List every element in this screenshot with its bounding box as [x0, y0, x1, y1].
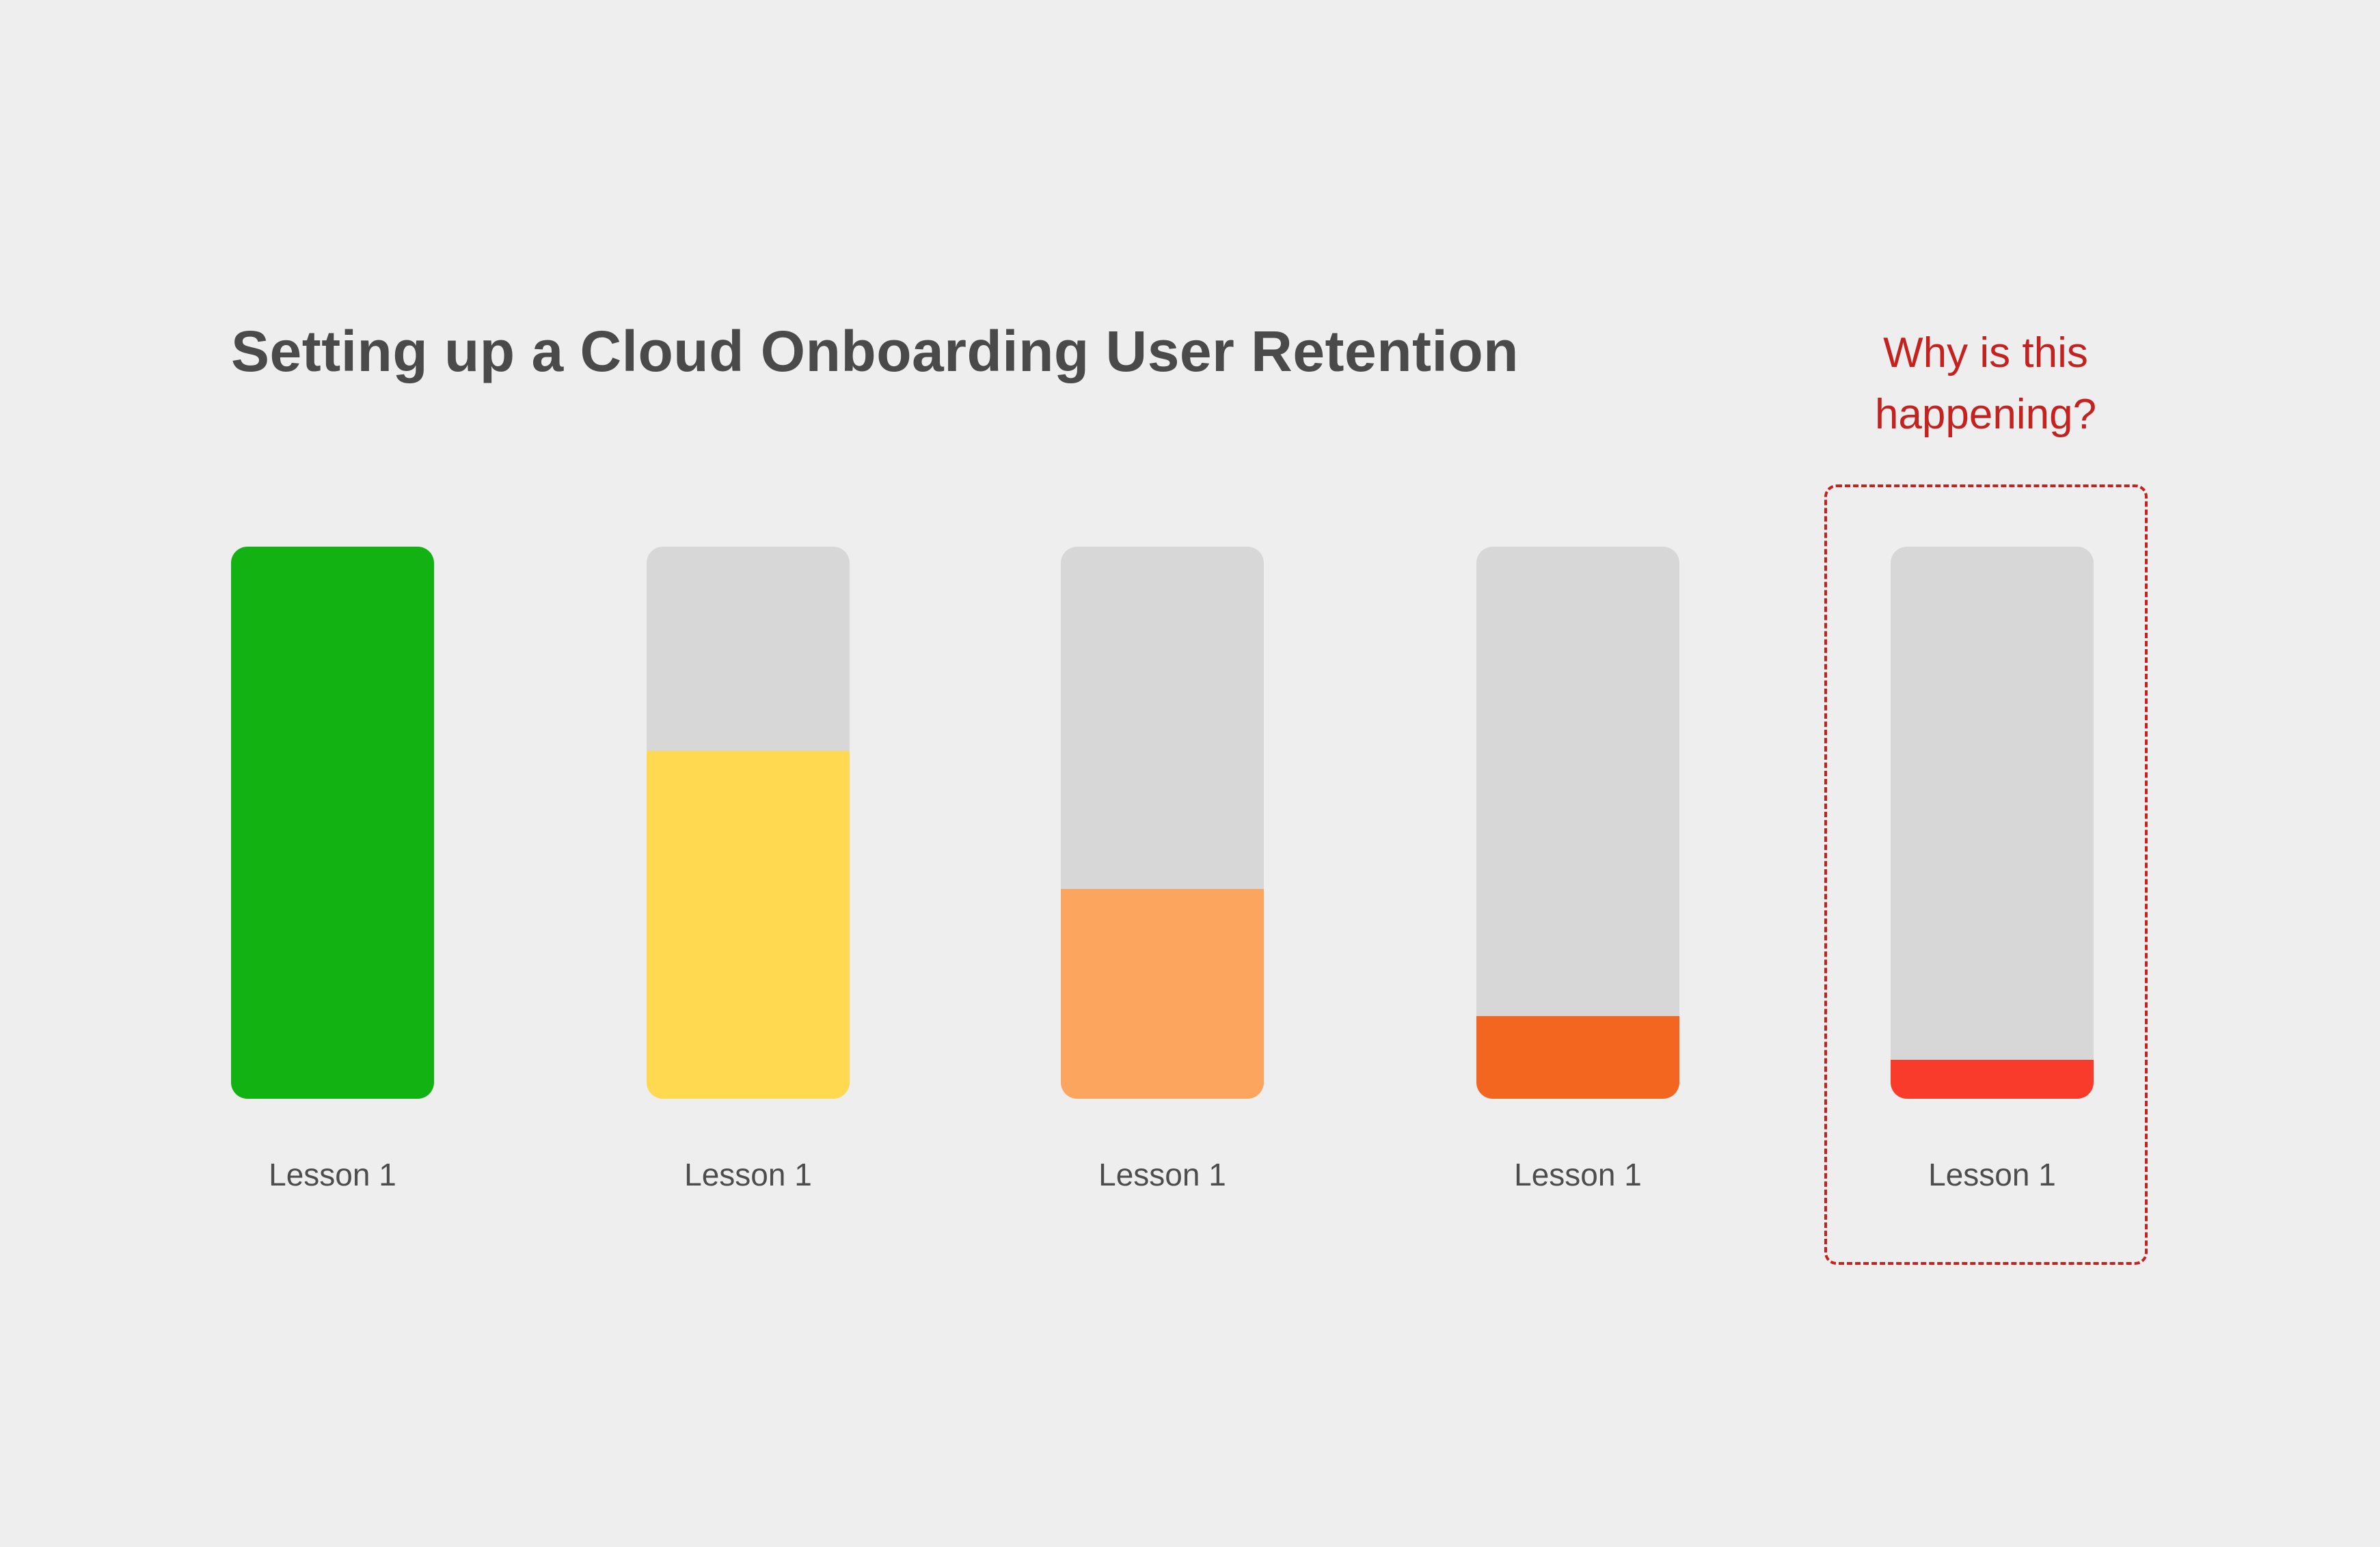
bar-label-4: Lesson 1 — [1514, 1157, 1642, 1192]
bar-label-3: Lesson 1 — [1098, 1157, 1226, 1192]
bar-fill-2 — [647, 750, 850, 1099]
annotation-line-2: happening? — [1874, 390, 2097, 438]
annotation-line-1: Why is this — [1883, 329, 2088, 377]
bar-fill-1 — [231, 547, 434, 1099]
bar-fill-5 — [1891, 1060, 2094, 1099]
bar-fill-4 — [1476, 1015, 1679, 1099]
bar-track-5 — [1891, 547, 2094, 1099]
bar-column-3: Lesson 1 — [1061, 547, 1264, 1193]
highlight-dashed-box — [1824, 484, 2148, 1265]
bar-column-2: Lesson 1 — [647, 547, 850, 1193]
bar-column-1: Lesson 1 — [231, 547, 434, 1193]
bar-label-1: Lesson 1 — [269, 1157, 396, 1192]
bar-track-1 — [231, 547, 434, 1099]
chart-title: Setting up a Cloud Onboarding User Reten… — [231, 319, 1519, 383]
annotation-text: Why is this happening? — [1746, 323, 2225, 446]
bar-label-5: Lesson 1 — [1928, 1157, 2056, 1192]
bar-track-4 — [1476, 547, 1679, 1099]
bar-column-5: Lesson 1 — [1891, 547, 2094, 1193]
bar-track-3 — [1061, 547, 1264, 1099]
bar-label-2: Lesson 1 — [684, 1157, 812, 1192]
bar-column-4: Lesson 1 — [1476, 547, 1679, 1193]
bar-fill-3 — [1061, 888, 1264, 1099]
bar-track-2 — [647, 547, 850, 1099]
